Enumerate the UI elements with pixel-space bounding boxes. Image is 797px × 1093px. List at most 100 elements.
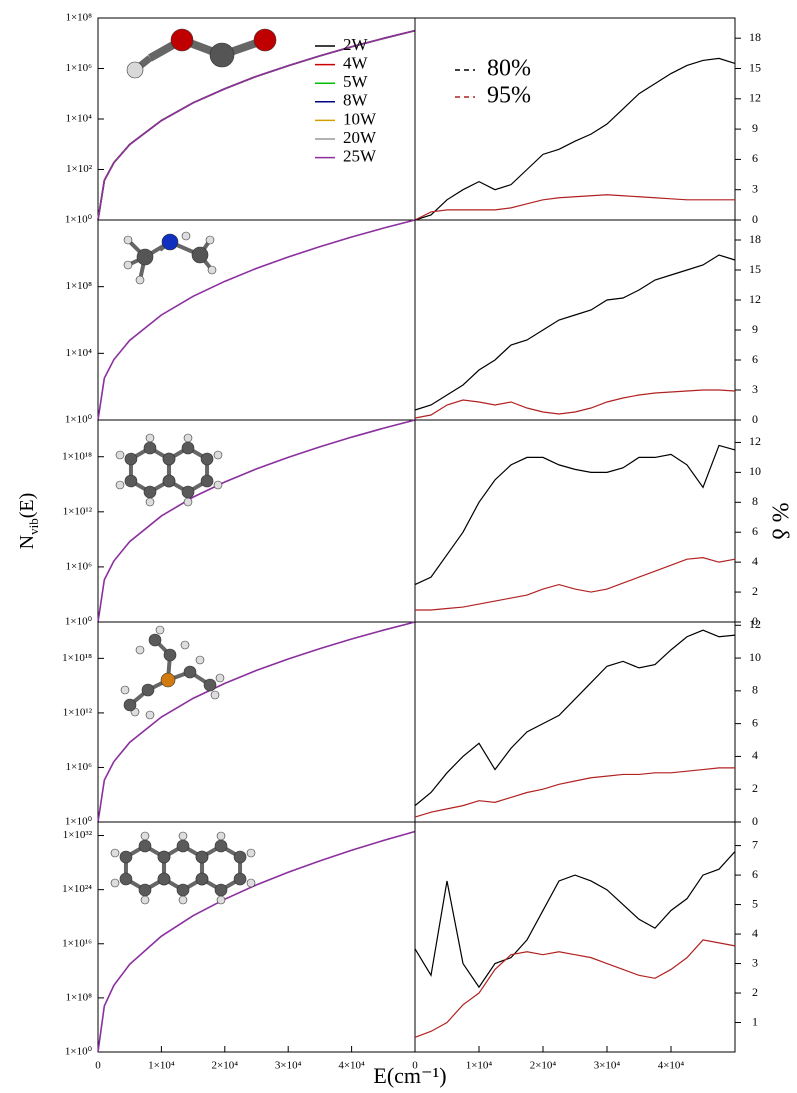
molecule-atom xyxy=(195,655,205,665)
plot-frame xyxy=(97,821,416,1053)
molecule-atom xyxy=(213,450,223,460)
y-tick-label: 1×10⁴ xyxy=(65,113,92,125)
x-axis-label: E(cm⁻¹) xyxy=(373,1063,446,1088)
series-line xyxy=(414,389,736,419)
x-tick-label: 0 xyxy=(412,1060,418,1072)
plot-frame xyxy=(414,419,736,623)
molecule-atom xyxy=(120,685,130,695)
y-axis-label: Nvib(E) xyxy=(16,493,42,550)
y-tick-label: 1×10⁰ xyxy=(65,214,93,226)
x-tick-label: 4×10⁴ xyxy=(658,1060,685,1072)
y-tick-label: 2 xyxy=(752,781,758,795)
y-tick-label: 1×10⁰ xyxy=(65,1046,93,1058)
y-tick-label: 0 xyxy=(752,614,758,628)
y-tick-label: 6 xyxy=(752,524,758,538)
molecule-atom xyxy=(110,878,120,888)
molecule-atom xyxy=(213,480,223,490)
legend-label: 20W xyxy=(343,128,377,147)
y-tick-label: 1×10⁸ xyxy=(65,991,92,1003)
x-tick-label: 3×10⁴ xyxy=(275,1060,302,1072)
y-tick-label: 0 xyxy=(752,814,758,828)
molecule-atom xyxy=(157,872,171,886)
x-tick-label: 2×10⁴ xyxy=(530,1060,557,1072)
y-tick-label: 9 xyxy=(752,121,758,135)
y-tick-label: 6 xyxy=(752,151,758,165)
x-tick-label: 0 xyxy=(95,1060,101,1072)
molecule-atom xyxy=(181,441,195,455)
plot-frame xyxy=(414,219,736,421)
legend-label: 10W xyxy=(343,109,377,128)
molecule-atom xyxy=(123,698,137,712)
y-tick-label: 15 xyxy=(749,60,761,74)
molecule-atom xyxy=(205,235,215,245)
molecule-atom xyxy=(181,485,195,499)
molecule-atom xyxy=(180,640,190,650)
y-tick-label: 1×10⁸ xyxy=(65,12,92,24)
molecule-atom xyxy=(195,850,209,864)
molecule-atom xyxy=(157,850,171,864)
molecule-atom xyxy=(110,848,120,858)
molecule-atom xyxy=(253,28,277,52)
molecule-atom xyxy=(119,850,133,864)
molecule-atom xyxy=(138,883,152,897)
y-tick-label: 1×10¹⁸ xyxy=(62,450,92,462)
y-tick-label: 1×10⁶ xyxy=(65,761,92,773)
molecule-atom xyxy=(115,450,125,460)
y-tick-label: 15 xyxy=(749,262,761,276)
plot-frame xyxy=(414,821,736,1053)
series-line xyxy=(414,254,736,411)
molecule-atom xyxy=(145,497,155,507)
series-line xyxy=(97,830,416,1053)
molecule-atom xyxy=(207,265,217,275)
molecule-atom xyxy=(135,275,145,285)
y-tick-label: 6 xyxy=(752,715,758,729)
series-line xyxy=(414,57,736,221)
molecule-atom xyxy=(141,683,155,697)
y-tick-label: 18 xyxy=(749,30,761,44)
legend-label: 5W xyxy=(343,72,369,91)
molecule-atom xyxy=(170,28,194,52)
molecule-atom xyxy=(136,248,154,266)
legend-label: 8W xyxy=(343,91,369,110)
molecule-atom xyxy=(163,648,177,662)
molecule-atom xyxy=(140,895,150,905)
y-tick-label: 1×10⁰ xyxy=(65,616,93,628)
molecule-atom xyxy=(214,883,228,897)
legend-label: 2W xyxy=(343,35,369,54)
y-tick-label: 12 xyxy=(749,292,761,306)
y-tick-label: 1×10³² xyxy=(63,829,93,841)
legend-label: 80% xyxy=(487,56,531,82)
molecule-atom xyxy=(178,895,188,905)
molecule-atom xyxy=(155,625,165,635)
molecule-atom xyxy=(191,246,209,264)
y-tick-label: 4 xyxy=(752,748,758,762)
y-tick-label: 1×10⁰ xyxy=(65,414,93,426)
molecule-atom xyxy=(126,61,144,79)
molecule-atom xyxy=(209,42,235,68)
x-tick-label: 4×10⁴ xyxy=(338,1060,365,1072)
y-axis-label-part: N xyxy=(16,535,38,549)
molecule-atom xyxy=(148,633,162,647)
legend-label: 95% xyxy=(487,83,531,109)
y-tick-label: 1 xyxy=(752,1014,758,1028)
y-axis-label-part: vib xyxy=(26,518,41,535)
y-tick-label: 4 xyxy=(752,926,758,940)
y-tick-label: 10 xyxy=(749,464,761,478)
molecule-atom xyxy=(124,452,138,466)
molecule-atom xyxy=(162,452,176,466)
y-tick-label: 12 xyxy=(749,617,761,631)
molecule-atom xyxy=(178,831,188,841)
molecule-atom xyxy=(216,831,226,841)
molecule-atom xyxy=(115,480,125,490)
series-line xyxy=(97,29,416,221)
series-line xyxy=(414,629,736,807)
series-line xyxy=(414,939,736,1038)
molecule-atom xyxy=(123,235,133,245)
molecule-atom xyxy=(160,672,176,688)
molecule-atom xyxy=(216,895,226,905)
y-tick-label: 1×10² xyxy=(66,163,93,175)
y-tick-label: 0 xyxy=(752,212,758,226)
molecule-atom xyxy=(195,872,209,886)
molecule-atom xyxy=(145,433,155,443)
y-tick-label: 8 xyxy=(752,494,758,508)
